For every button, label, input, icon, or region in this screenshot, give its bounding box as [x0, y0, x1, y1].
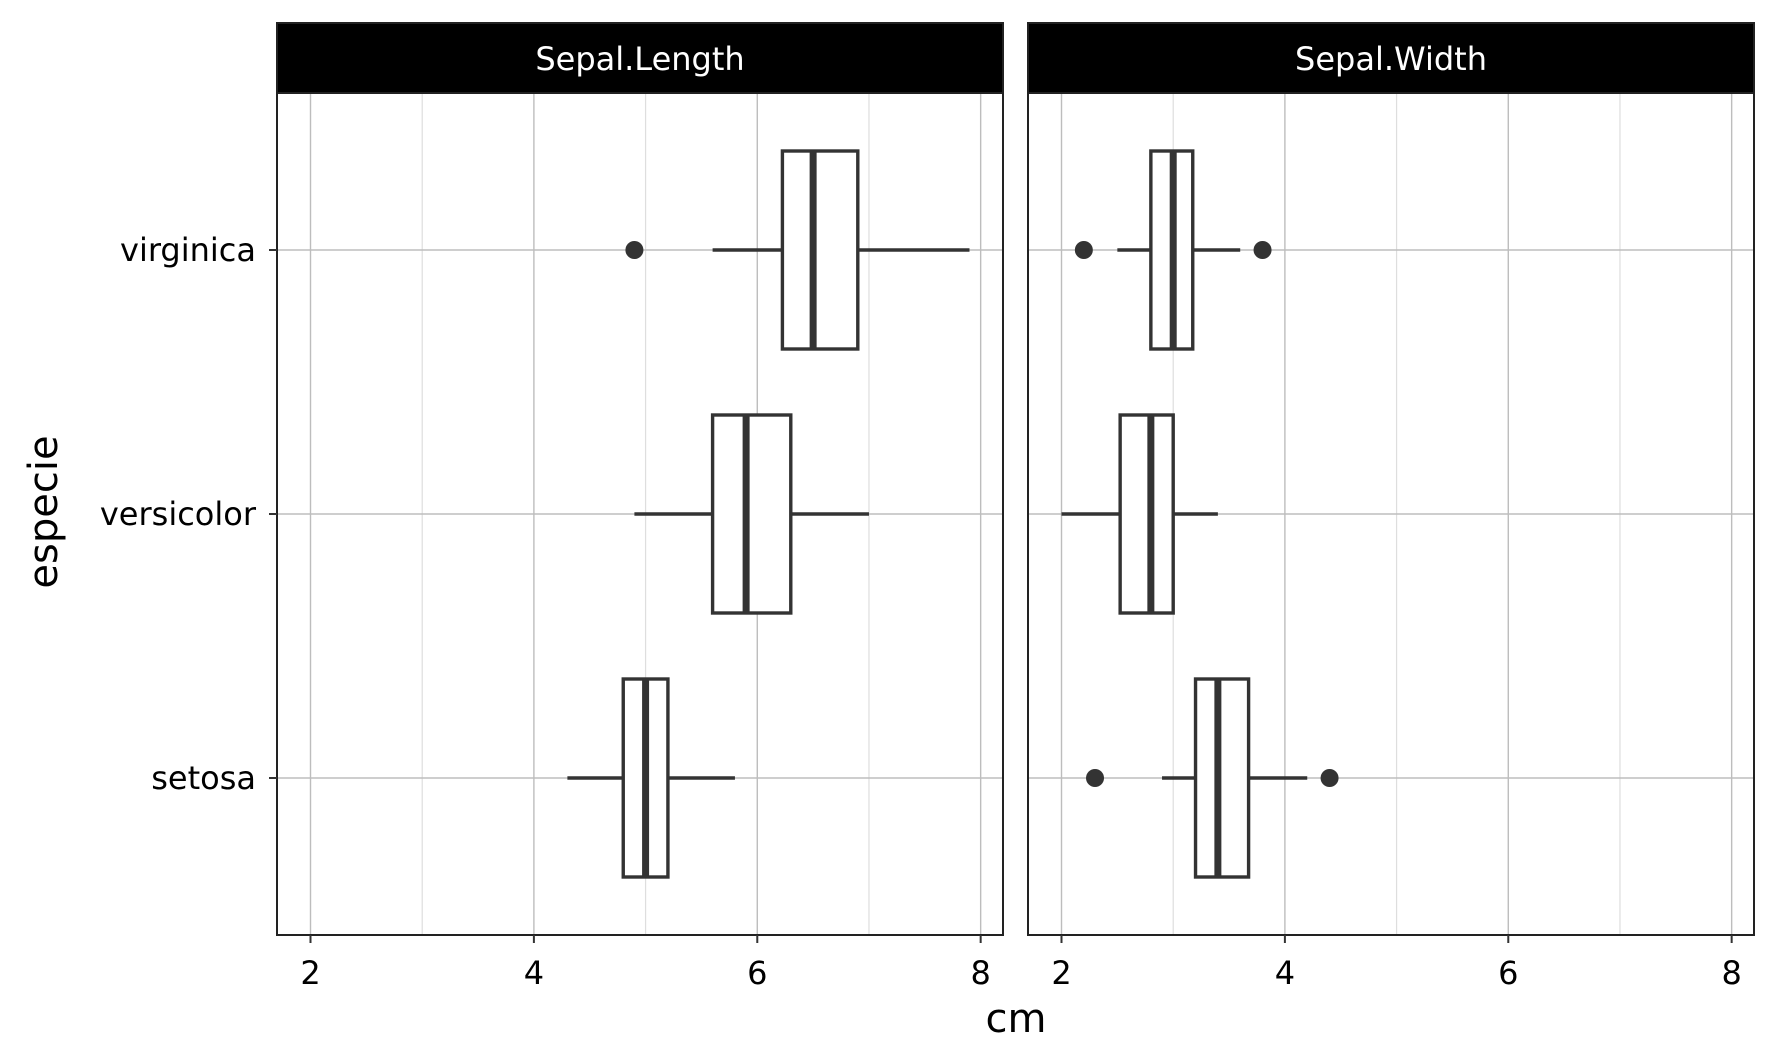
facet-strip [276, 22, 1004, 94]
y-tick-label: versicolor [100, 495, 257, 533]
box-iqr [780, 149, 860, 351]
x-tick-label: 6 [1498, 954, 1518, 992]
outlier-point [1320, 769, 1339, 787]
box-iqr [1118, 413, 1175, 615]
outlier-point [625, 241, 644, 259]
facet-strip [1027, 22, 1755, 94]
box-iqr [710, 413, 793, 615]
y-axis-title: especie [21, 435, 67, 588]
x-tick-label: 8 [1721, 954, 1741, 992]
x-tick-label: 2 [1051, 954, 1071, 992]
facet-panel: Sepal.Width 2 4 6 8 [1027, 22, 1755, 992]
y-axis: setosa versicolor virginica [100, 231, 277, 797]
box-virginica [625, 149, 970, 351]
box-versicolor [634, 413, 869, 615]
x-tick-label: 2 [300, 954, 320, 992]
x-tick-label: 6 [747, 954, 767, 992]
facet-strip-label: Sepal.Length [535, 40, 744, 78]
outlier-point [1074, 241, 1093, 259]
x-axis-title: cm [986, 996, 1047, 1042]
box-virginica [1074, 149, 1272, 351]
facets-layer: Sepal.Length 2 4 6 8 Sepal.Width 2 4 6 8 [276, 22, 1755, 992]
x-tick-label: 4 [1275, 954, 1295, 992]
y-tick-label: setosa [151, 759, 256, 797]
box-iqr [1193, 677, 1251, 879]
facet-panel: Sepal.Length 2 4 6 8 [276, 22, 1004, 992]
x-tick-label: 8 [970, 954, 990, 992]
outlier-point [1253, 241, 1272, 259]
box-versicolor [1061, 413, 1218, 615]
facet-strip-label: Sepal.Width [1295, 40, 1487, 78]
box-setosa [567, 677, 735, 879]
y-tick-label: virginica [120, 231, 256, 269]
outlier-point [1086, 769, 1105, 787]
box-setosa [1086, 677, 1339, 879]
x-tick-label: 4 [524, 954, 544, 992]
